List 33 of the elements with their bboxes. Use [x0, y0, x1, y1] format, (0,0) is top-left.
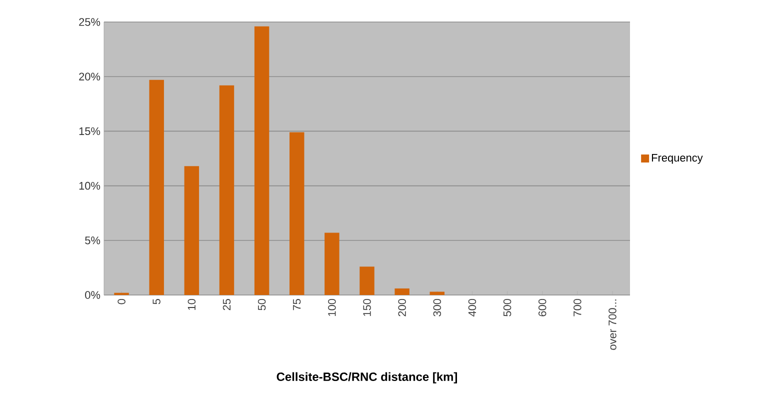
x-tick-label: 200 [398, 298, 406, 316]
y-tick-label: 20% [79, 72, 100, 80]
y-tick-label: 0% [85, 291, 100, 299]
x-tick-label: 150 [363, 298, 371, 316]
x-tick-label: 300 [433, 298, 442, 316]
x-tick-label: 5 [152, 298, 160, 304]
bar [290, 132, 304, 296]
x-tick-label: 400 [468, 298, 476, 317]
y-tick-label: 15% [79, 127, 100, 136]
x-tick-label: over 700... [608, 300, 616, 350]
x-tick-label: 75 [293, 298, 301, 310]
bar [149, 80, 164, 296]
y-tick-label: 25% [79, 18, 100, 26]
bar [254, 26, 270, 296]
x-tick-label: 700 [574, 298, 582, 316]
x-tick-label: 10 [188, 298, 196, 310]
x-tick-label: 0 [118, 298, 126, 304]
x-tick-label: 50 [258, 298, 266, 310]
bar [394, 288, 410, 296]
x-axis-title: Cellsite-BSC/RNC distance [km] [276, 372, 457, 384]
y-tick-label: 10% [79, 182, 100, 190]
y-tick-label: 5% [85, 236, 100, 244]
bar [430, 292, 444, 296]
x-tick-label: 100 [328, 298, 336, 316]
bar [360, 266, 374, 296]
bar [219, 85, 234, 296]
bar [114, 292, 129, 296]
x-tick-label: 25 [222, 298, 231, 310]
bar [184, 166, 200, 296]
bar [324, 232, 340, 296]
x-tick-label: 600 [538, 298, 546, 316]
x-tick-label: 500 [503, 298, 512, 316]
legend-label: Frequency [652, 154, 703, 164]
